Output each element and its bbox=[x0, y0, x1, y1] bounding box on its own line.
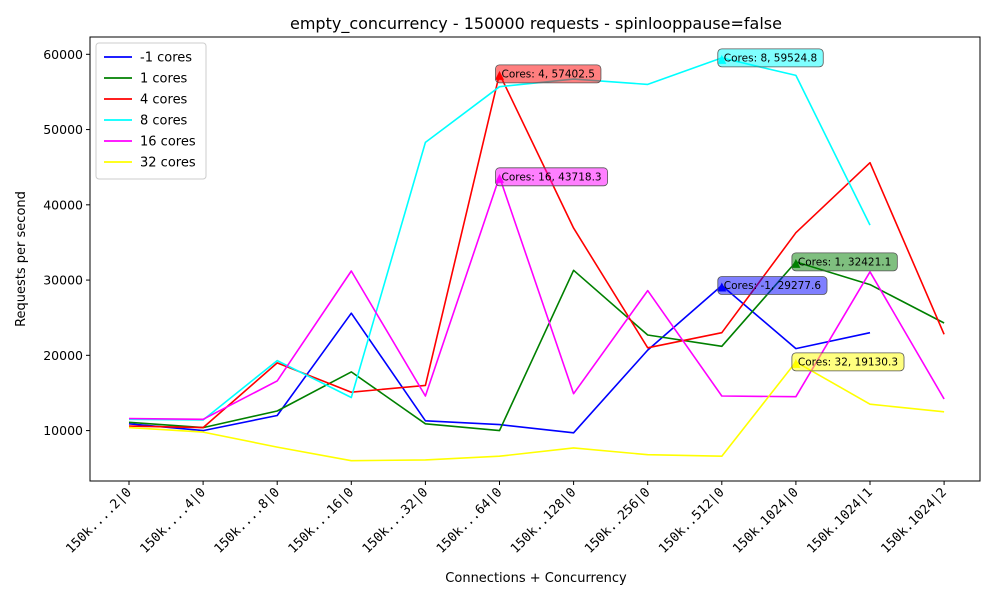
series-line-8-cores bbox=[128, 57, 871, 421]
legend-label: 8 cores bbox=[140, 114, 188, 129]
legend-label: 16 cores bbox=[140, 135, 196, 150]
x-tick-label: 150k....8|0 bbox=[212, 485, 283, 556]
series-line-4-cores bbox=[128, 73, 945, 429]
x-tick-label: 150k..512|0 bbox=[656, 485, 727, 556]
series-line-16-cores bbox=[128, 176, 945, 421]
x-tick-label: 150k....4|0 bbox=[137, 485, 208, 556]
y-axis-title: Requests per second bbox=[14, 191, 29, 327]
legend-label: -1 cores bbox=[140, 51, 192, 66]
y-tick-label: 30000 bbox=[43, 273, 83, 288]
x-tick-label: 150k.1024|2 bbox=[878, 485, 949, 556]
annotation-background bbox=[495, 64, 602, 84]
x-tick-label: 150k...16|0 bbox=[286, 485, 357, 556]
annotation-background bbox=[791, 252, 898, 272]
annotation-background bbox=[791, 352, 905, 372]
annotation-label: Cores: 1, 32421.1 bbox=[798, 256, 891, 268]
plot-frame bbox=[89, 36, 981, 482]
y-tick-label: 50000 bbox=[43, 122, 83, 137]
annotation-layer: Cores: 4, 57402.5 Cores: 8, 59524.8 Cores:… bbox=[495, 48, 905, 372]
legend-label: 4 cores bbox=[140, 93, 188, 108]
annotation-box: Cores: 8, 59524.8 bbox=[717, 48, 824, 68]
x-tick-label: 150k.1024|1 bbox=[804, 485, 875, 556]
chart-title: empty_concurrency - 150000 requests - sp… bbox=[290, 14, 782, 34]
annotation-box: Cores: 4, 57402.5 bbox=[495, 64, 602, 84]
annotation-label: Cores: 4, 57402.5 bbox=[502, 68, 595, 80]
annotation-box: Cores: 16, 43718.3 bbox=[495, 167, 609, 187]
y-tick-label: 20000 bbox=[43, 348, 83, 363]
annotation-box: Cores: -1, 29277.6 bbox=[717, 276, 828, 295]
legend-label: 1 cores bbox=[140, 72, 188, 87]
x-tick-label: 150k..128|0 bbox=[508, 485, 579, 556]
x-tick-label: 150k.1024|0 bbox=[730, 485, 801, 556]
x-tick-label: 150k....2|0 bbox=[63, 485, 134, 556]
x-tick-label: 150k...32|0 bbox=[360, 485, 431, 556]
legend-label: 32 cores bbox=[140, 156, 196, 171]
y-tick-label: 10000 bbox=[43, 423, 83, 438]
annotation-background bbox=[495, 167, 609, 187]
y-tick-label: 60000 bbox=[43, 47, 83, 62]
x-axis-title: Connections + Concurrency bbox=[445, 571, 627, 586]
series-line-32-cores bbox=[128, 361, 945, 462]
legend-frame bbox=[95, 42, 207, 180]
annotation-label: Cores: 8, 59524.8 bbox=[724, 52, 817, 64]
legend: -1 cores 1 cores 4 cores 8 cores 16 cores 32 … bbox=[95, 42, 207, 180]
y-tick-label: 40000 bbox=[43, 197, 83, 212]
annotation-background bbox=[717, 276, 828, 295]
annotation-label: Cores: 16, 43718.3 bbox=[502, 171, 602, 183]
annotation-box: Cores: 32, 19130.3 bbox=[791, 352, 905, 372]
series-line-minus1-cores bbox=[128, 284, 871, 434]
annotation-box: Cores: 1, 32421.1 bbox=[791, 252, 898, 272]
annotation-label: Cores: -1, 29277.6 bbox=[724, 280, 822, 292]
x-tick-label: 150k..256|0 bbox=[582, 485, 653, 556]
annotation-background bbox=[717, 48, 824, 68]
x-tick-label: 150k...64|0 bbox=[434, 485, 505, 556]
annotation-label: Cores: 32, 19130.3 bbox=[798, 356, 898, 368]
